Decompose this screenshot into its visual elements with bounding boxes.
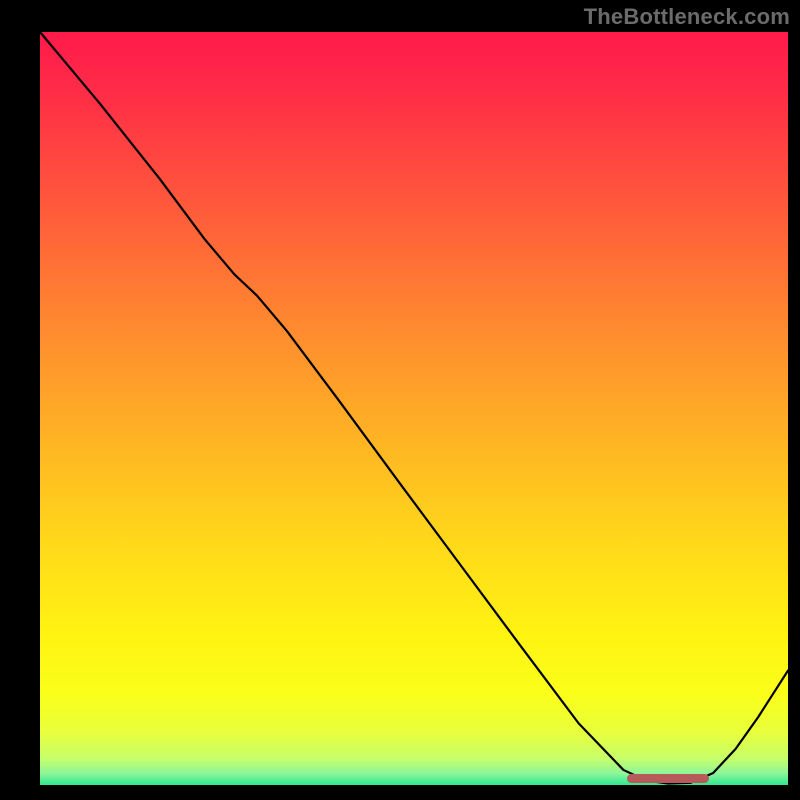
trough-marker bbox=[627, 774, 709, 783]
watermark-text: TheBottleneck.com bbox=[584, 4, 790, 30]
gradient-fill bbox=[40, 32, 788, 785]
chart-container: { "canvas": { "width": 800, "height": 80… bbox=[0, 0, 800, 800]
gradient-chart bbox=[0, 0, 800, 800]
